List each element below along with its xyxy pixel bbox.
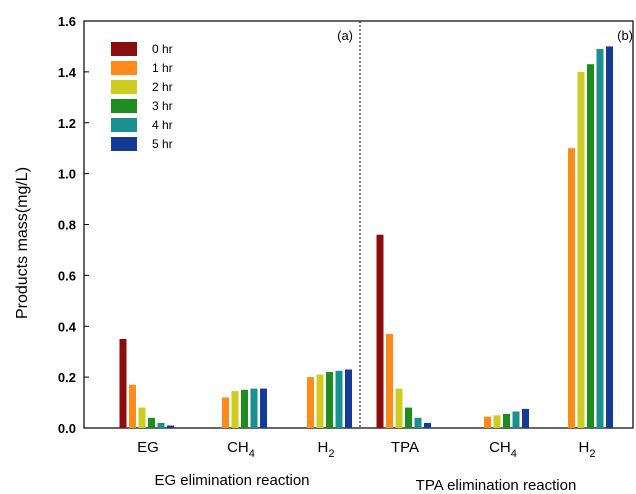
bar <box>503 414 510 428</box>
y-tick-label: 0.6 <box>58 268 76 283</box>
x-category-label: CH4 <box>489 439 517 460</box>
x-group-label: TPA elimination reaction <box>416 477 577 494</box>
x-category-label: EG <box>137 439 159 456</box>
legend-swatch <box>111 118 137 132</box>
legend-label: 1 hr <box>152 61 173 75</box>
bar <box>386 333 393 428</box>
y-axis: 0.0 0.2 0.4 0.6 0.8 1.0 1.2 1.4 1.6 <box>58 14 89 436</box>
bar <box>596 49 604 428</box>
bar <box>414 417 422 428</box>
x-category-label: H2 <box>318 439 335 460</box>
bar <box>231 391 239 428</box>
y-tick-label: 0.4 <box>58 319 77 334</box>
legend-label: 5 hr <box>152 137 173 151</box>
legend-label: 0 hr <box>152 42 173 56</box>
panel-label: (b) <box>617 28 633 43</box>
bar <box>587 64 594 428</box>
bar <box>405 407 412 428</box>
y-axis-title: Products mass(mg/L) <box>14 167 31 319</box>
x-axis: EG CH4 H2 EG elimination reaction (a) TPA CH4 H… <box>137 28 633 494</box>
bar <box>129 384 136 428</box>
legend-swatch <box>111 42 137 56</box>
bar <box>157 422 165 428</box>
x-category-label: CH4 <box>227 439 255 460</box>
bar <box>307 377 314 428</box>
panel-label: (a) <box>337 28 353 43</box>
bar <box>326 372 333 428</box>
legend-label: 4 hr <box>152 118 173 132</box>
bar <box>484 416 491 428</box>
x-group-label: EG elimination reaction <box>154 472 309 489</box>
x-category-label: TPA <box>391 439 419 456</box>
bar <box>345 369 352 428</box>
bar <box>167 425 174 428</box>
legend-label: 3 hr <box>152 99 173 113</box>
legend-swatch <box>111 61 137 75</box>
bar <box>568 148 575 428</box>
legend-swatch <box>111 80 137 94</box>
bar <box>260 388 267 428</box>
bar <box>138 407 146 428</box>
bar <box>424 422 431 428</box>
bar <box>119 339 127 428</box>
bar <box>522 408 529 428</box>
y-tick-label: 0.8 <box>58 218 76 233</box>
bar <box>250 388 258 428</box>
y-tick-label: 0.0 <box>58 421 76 436</box>
y-tick-label: 0.2 <box>58 370 76 385</box>
legend-swatch <box>111 137 137 151</box>
bar <box>148 417 155 428</box>
bar <box>512 411 520 428</box>
legend: 0 hr 1 hr 2 hr 3 hr 4 hr 5 hr <box>111 42 173 151</box>
legend-swatch <box>111 99 137 113</box>
x-category-label: H2 <box>579 439 596 460</box>
bars <box>119 46 613 429</box>
bar <box>577 71 585 429</box>
bar <box>606 46 613 429</box>
bar <box>222 397 229 428</box>
y-tick-label: 1.0 <box>58 167 76 182</box>
bar <box>376 234 384 428</box>
bar <box>493 415 501 428</box>
y-tick-label: 1.2 <box>58 116 76 131</box>
y-tick-label: 1.6 <box>58 14 76 29</box>
bar <box>335 370 343 428</box>
y-tick-label: 1.4 <box>58 65 77 80</box>
legend-label: 2 hr <box>152 80 173 94</box>
bar <box>316 374 324 428</box>
bar <box>241 389 248 428</box>
bar <box>395 388 403 428</box>
